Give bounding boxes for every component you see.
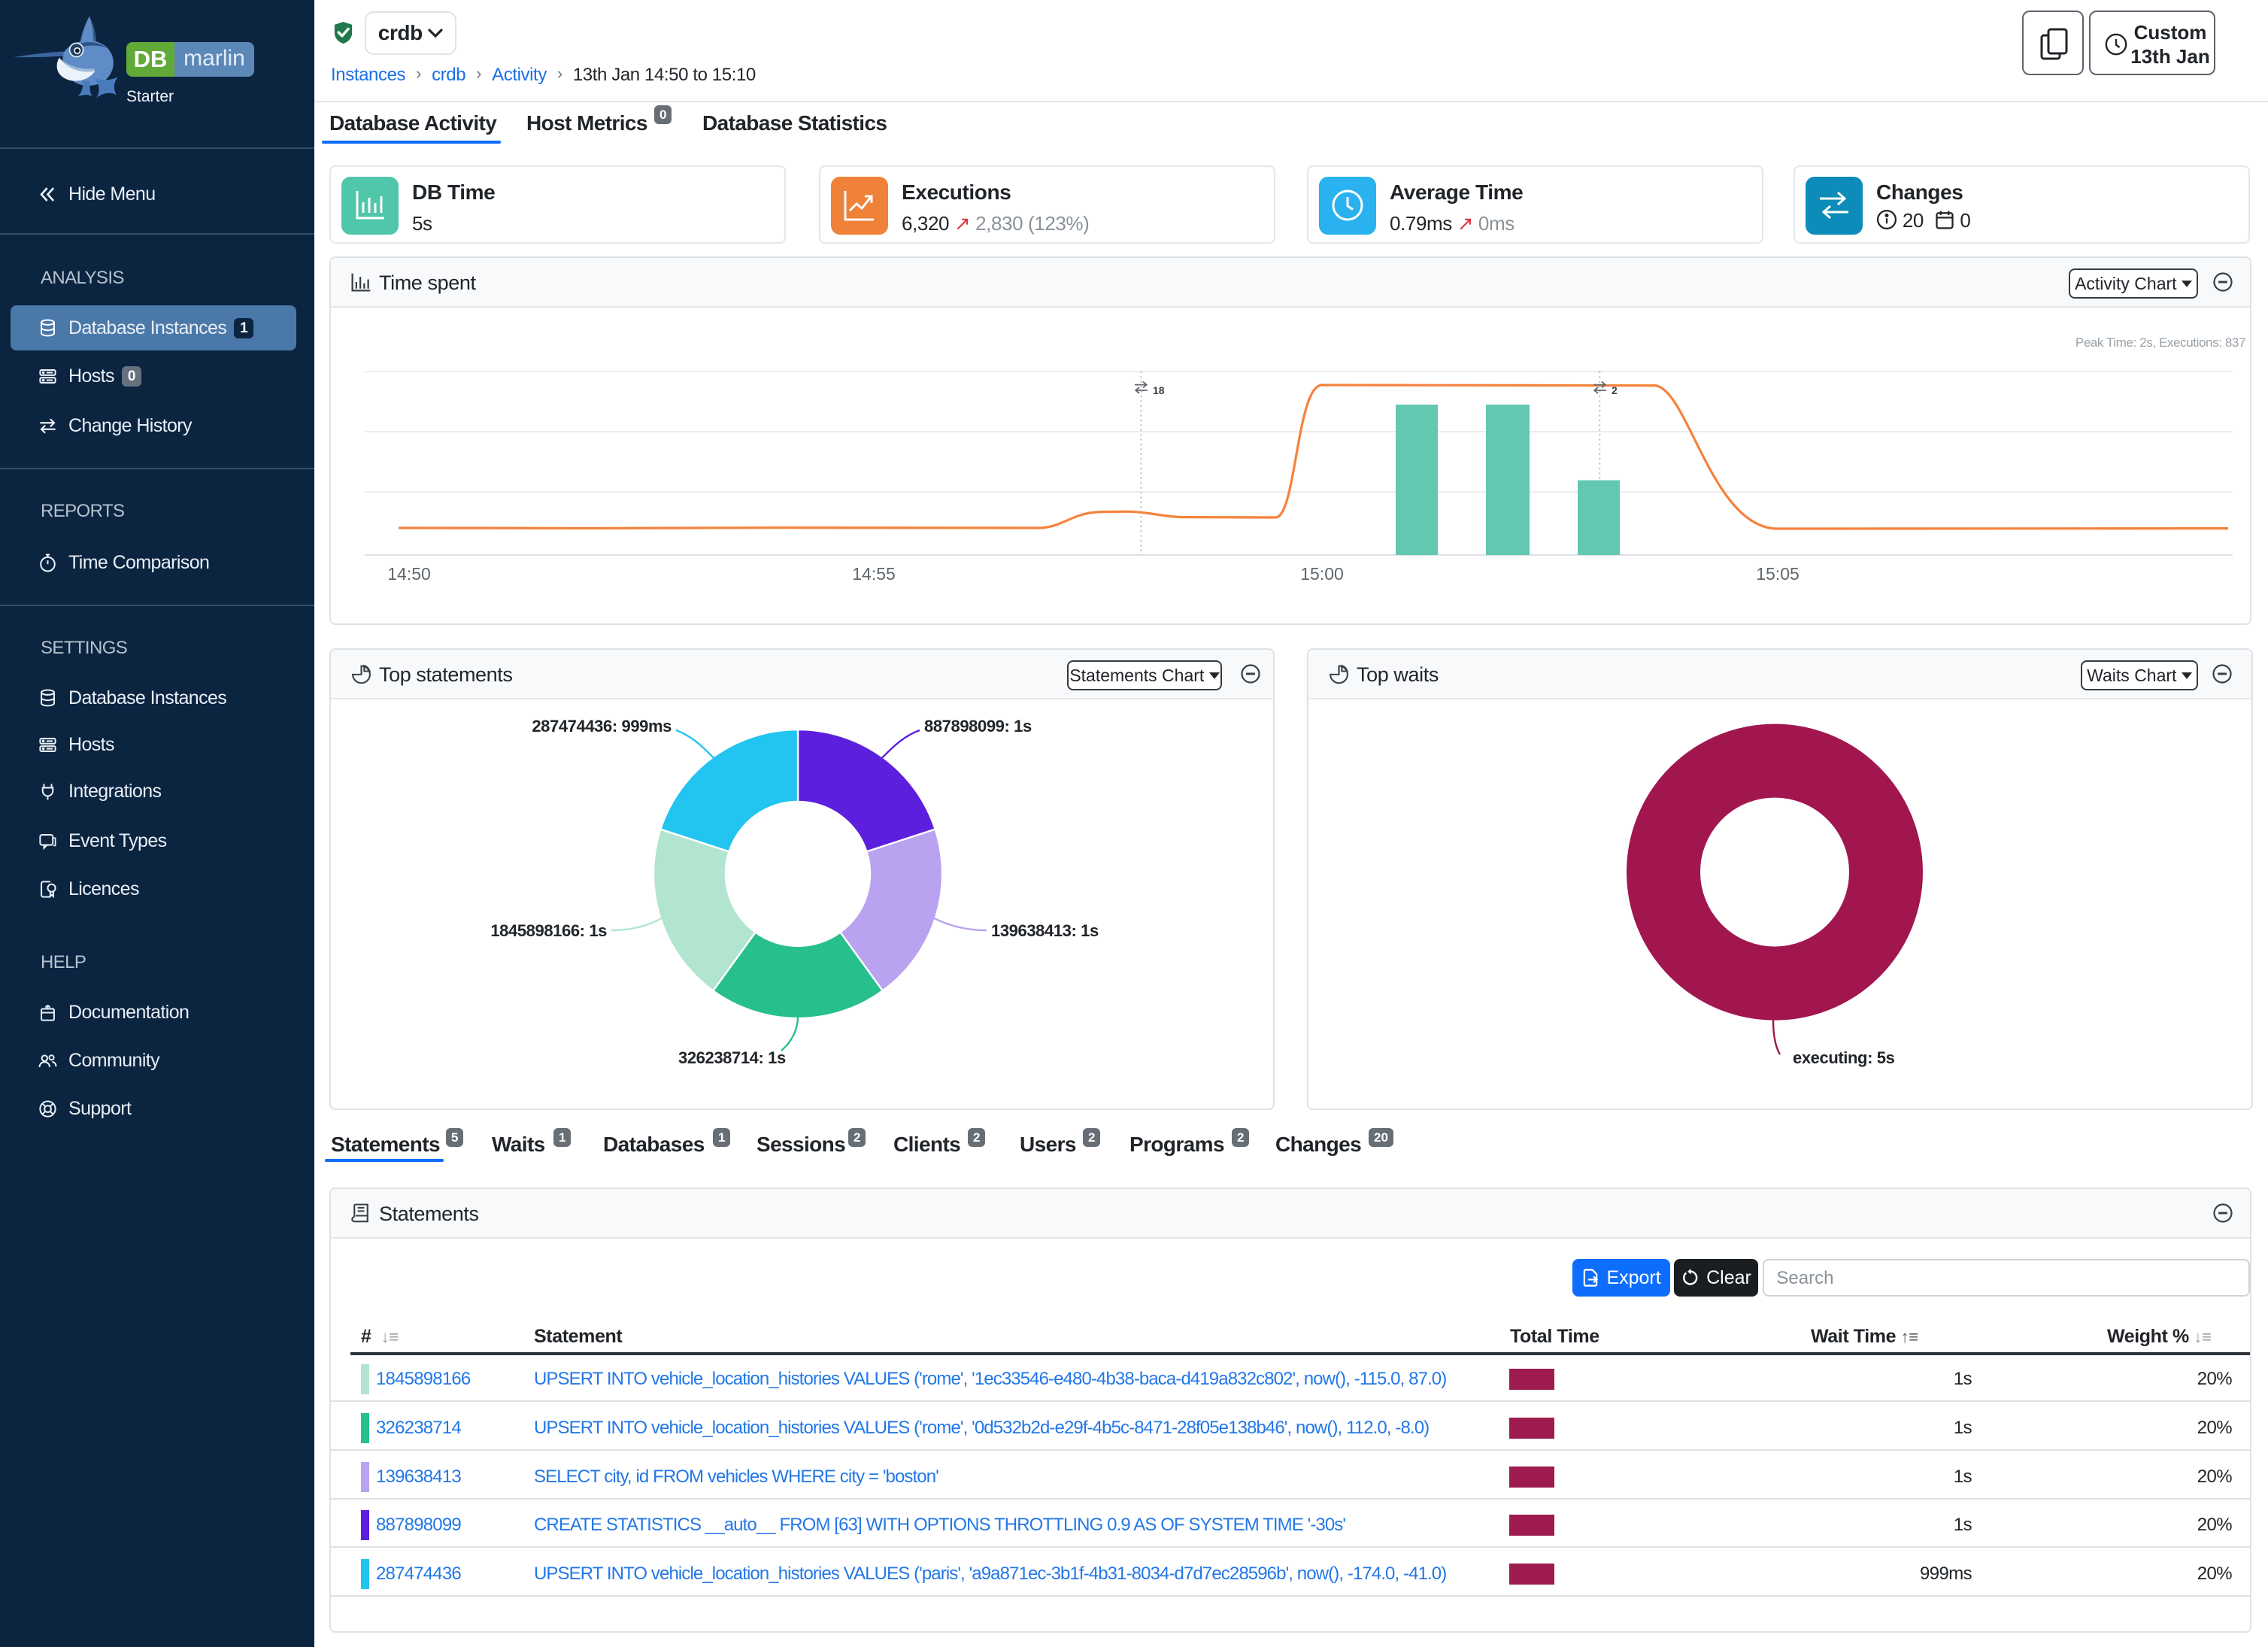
svg-text:15:00: 15:00 [1300, 564, 1344, 584]
svg-text:139638413: 1s: 139638413: 1s [991, 921, 1099, 940]
svg-text:Peak Time: 2s, Executions: 837: Peak Time: 2s, Executions: 837 [2075, 335, 2245, 350]
svg-text:1845898166: 1s: 1845898166: 1s [490, 921, 607, 940]
svg-text:14:50: 14:50 [387, 564, 431, 584]
svg-text:executing: 5s: executing: 5s [1793, 1048, 1895, 1067]
svg-text:287474436: 999ms: 287474436: 999ms [532, 717, 672, 736]
svg-text:887898099: 1s: 887898099: 1s [924, 717, 1032, 736]
svg-text:18: 18 [1153, 384, 1165, 396]
svg-text:15:05: 15:05 [1756, 564, 1800, 584]
svg-text:326238714: 1s: 326238714: 1s [678, 1048, 786, 1067]
svg-text:14:55: 14:55 [852, 564, 896, 584]
svg-text:2: 2 [1612, 384, 1618, 396]
